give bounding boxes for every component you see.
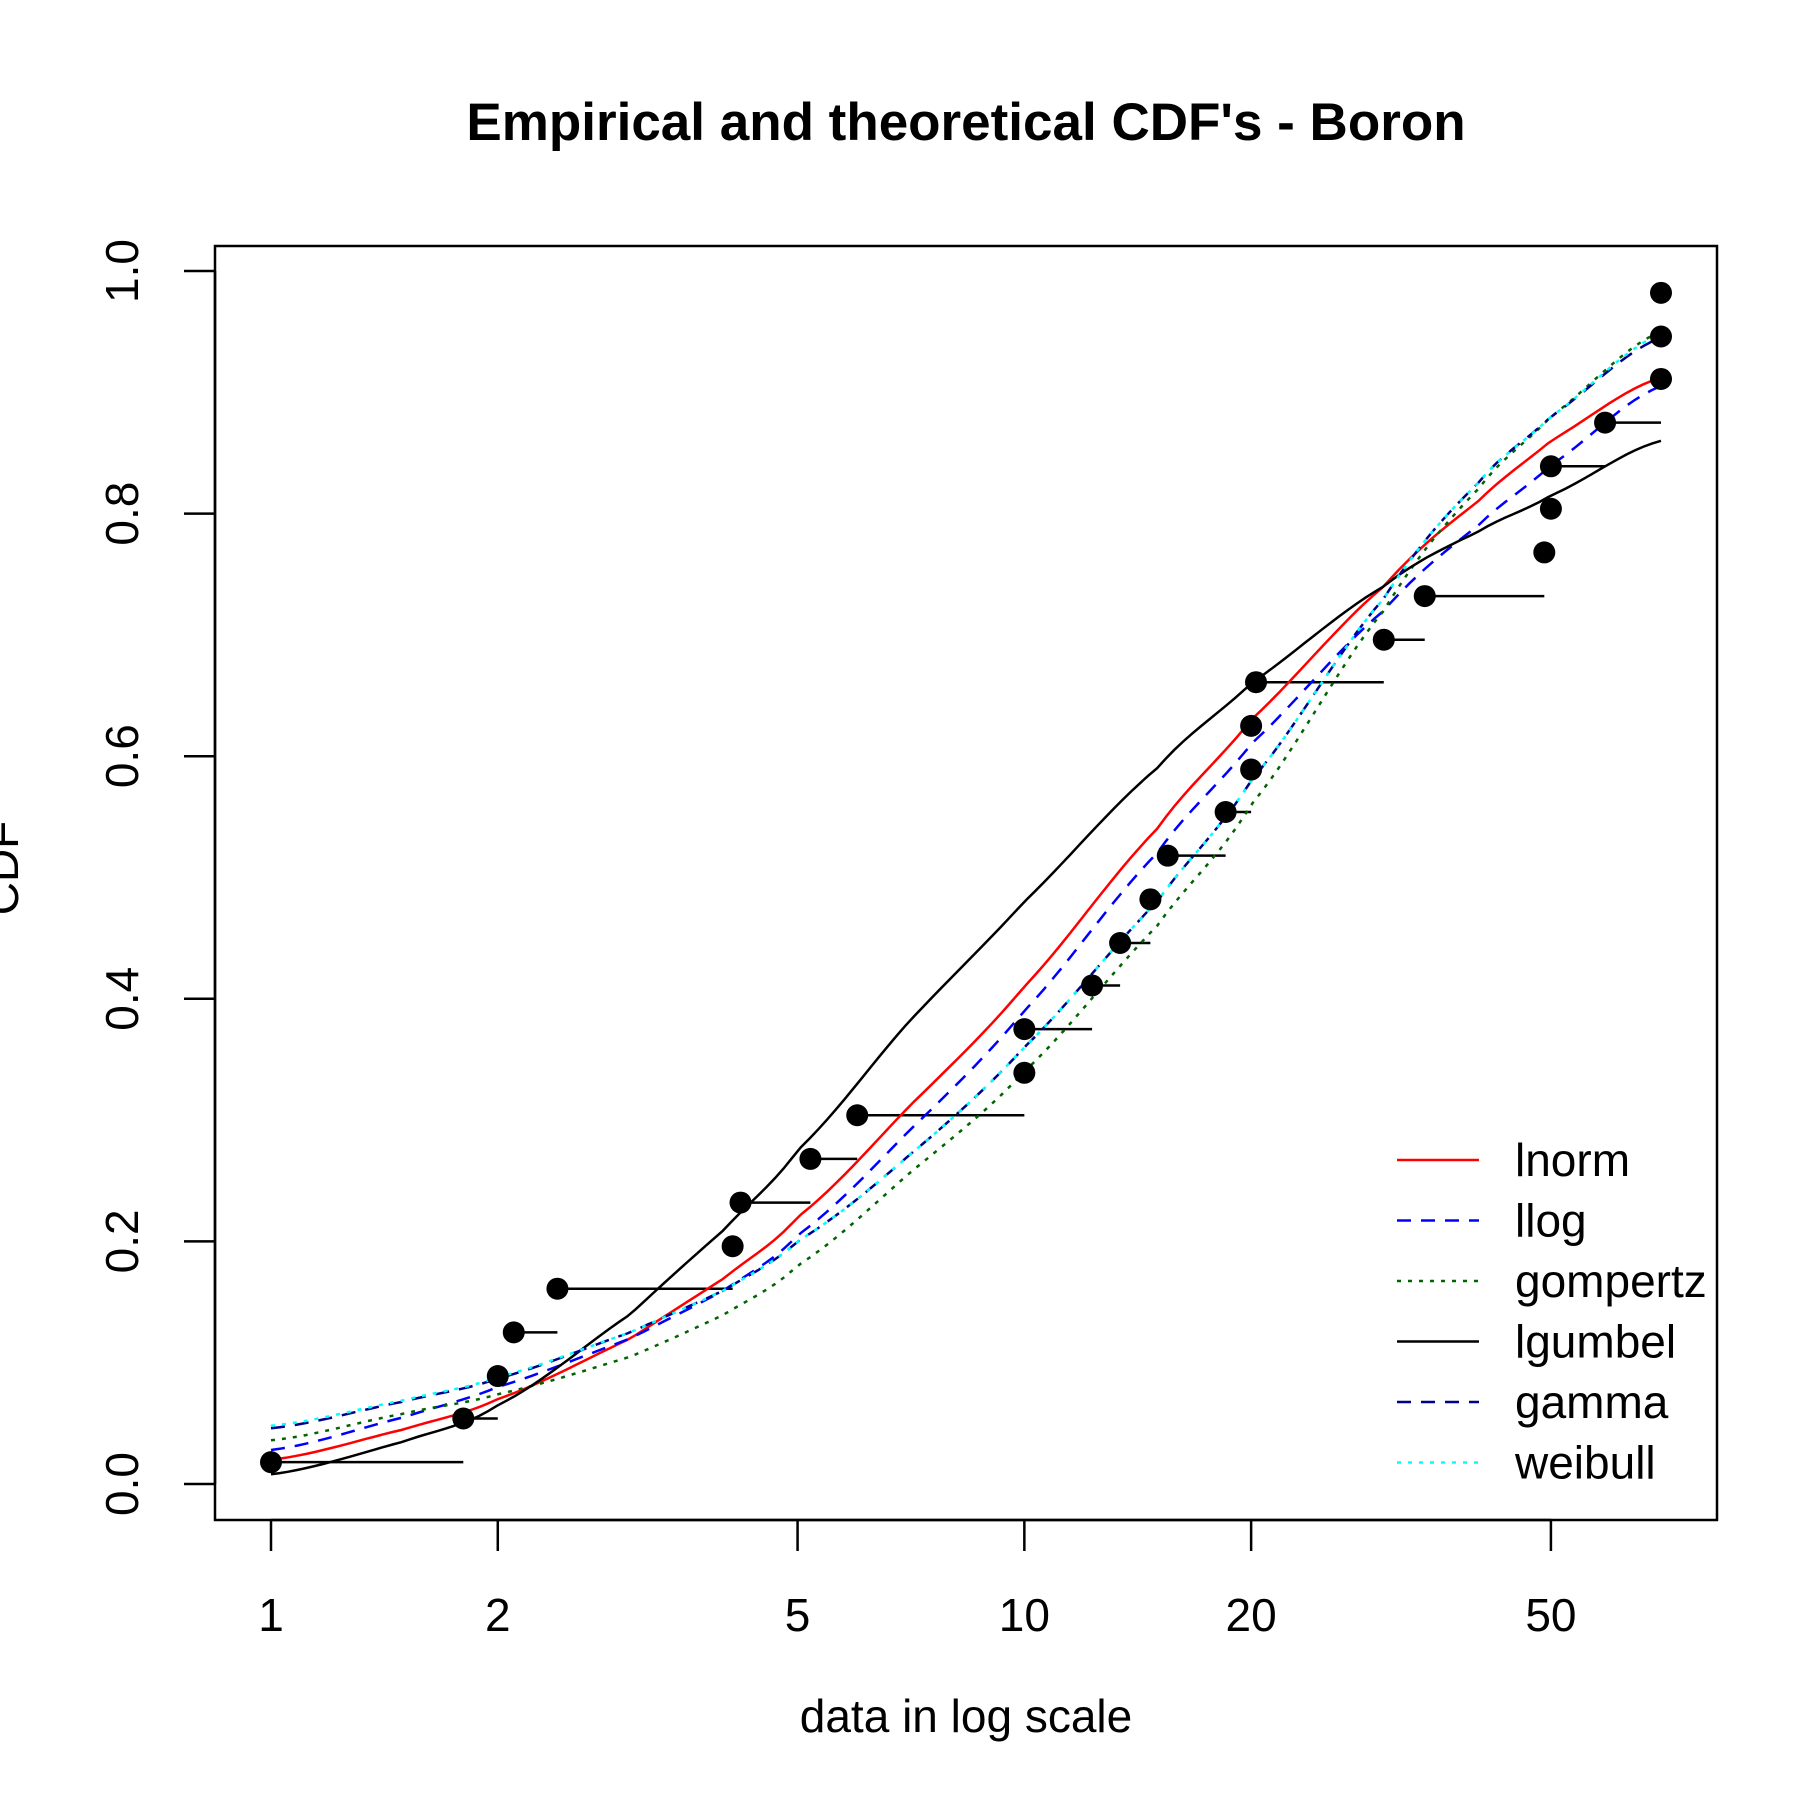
y-axis-label: CDF <box>0 821 28 916</box>
curve-lnorm <box>270 376 1662 1461</box>
x-axis-label: data in log scale <box>800 1690 1132 1742</box>
y-tick-label: 0.8 <box>96 482 148 546</box>
ecdf-point <box>1156 844 1179 867</box>
y-tick-label: 0.2 <box>96 1209 148 1273</box>
ecdf-point <box>1594 411 1617 434</box>
ecdf-point <box>1013 1018 1036 1041</box>
ecdf-point <box>1214 800 1237 823</box>
x-tick-label: 50 <box>1525 1589 1576 1641</box>
ecdf-point <box>452 1407 475 1430</box>
ecdf-point <box>1413 585 1436 608</box>
legend-label-llog: llog <box>1515 1195 1587 1247</box>
y-tick-label: 0.0 <box>96 1452 148 1516</box>
ecdf-point <box>1372 628 1395 651</box>
ecdf-point <box>546 1277 569 1300</box>
ecdf-point <box>1240 714 1263 737</box>
x-tick-label: 1 <box>258 1589 284 1641</box>
ecdf-point <box>1013 1061 1036 1084</box>
ecdf-point <box>1240 758 1263 781</box>
ecdf-point <box>1109 932 1132 955</box>
chart-title: Empirical and theoretical CDF's - Boron <box>466 93 1465 152</box>
ecdf-point <box>1650 281 1672 304</box>
legend-label-gompertz: gompertz <box>1515 1255 1707 1307</box>
y-axis: 0.0 0.2 0.4 0.6 0.8 1.0 <box>96 239 217 1516</box>
x-tick-label: 10 <box>999 1589 1050 1641</box>
curve-gompertz <box>270 330 1662 1442</box>
ecdf-point <box>729 1191 752 1214</box>
x-axis: 1 2 5 10 20 50 <box>258 1518 1577 1641</box>
theoretical-curves <box>270 330 1662 1476</box>
ecdf-point <box>502 1321 525 1344</box>
ecdf-point <box>1650 325 1672 348</box>
ecdf-point <box>486 1365 509 1388</box>
legend-label-lnorm: lnorm <box>1515 1134 1630 1186</box>
ecdf-point <box>1539 455 1562 478</box>
curve-lgumbel <box>270 439 1662 1476</box>
y-tick-label: 1.0 <box>96 239 148 303</box>
empirical-points <box>260 281 1672 1474</box>
ecdf-point <box>1539 497 1562 520</box>
legend-label-weibull: weibull <box>1514 1437 1656 1489</box>
y-tick-label: 0.4 <box>96 967 148 1031</box>
ecdf-point <box>846 1104 869 1127</box>
ecdf-point <box>799 1147 822 1170</box>
curve-weibull <box>270 332 1662 1428</box>
ecdf-point <box>1244 671 1267 694</box>
y-tick-label: 0.6 <box>96 724 148 788</box>
x-tick-label: 2 <box>485 1589 511 1641</box>
empirical-steps <box>271 421 1661 1464</box>
legend-label-gamma: gamma <box>1515 1376 1669 1428</box>
ecdf-point <box>260 1451 282 1474</box>
legend-label-lgumbel: lgumbel <box>1515 1316 1676 1368</box>
ecdf-point <box>1650 367 1672 390</box>
x-tick-label: 5 <box>785 1589 811 1641</box>
ecdf-point <box>1139 888 1162 911</box>
legend: lnorm llog gompertz lgumbel gamma weibull <box>1397 1134 1707 1489</box>
plot-frame <box>213 244 1719 1522</box>
ecdf-point <box>1081 974 1104 997</box>
curve-gamma <box>270 336 1662 1430</box>
x-tick-label: 20 <box>1226 1589 1277 1641</box>
ecdf-point <box>1533 541 1556 564</box>
ecdf-point <box>721 1235 744 1258</box>
curve-llog <box>270 385 1662 1452</box>
